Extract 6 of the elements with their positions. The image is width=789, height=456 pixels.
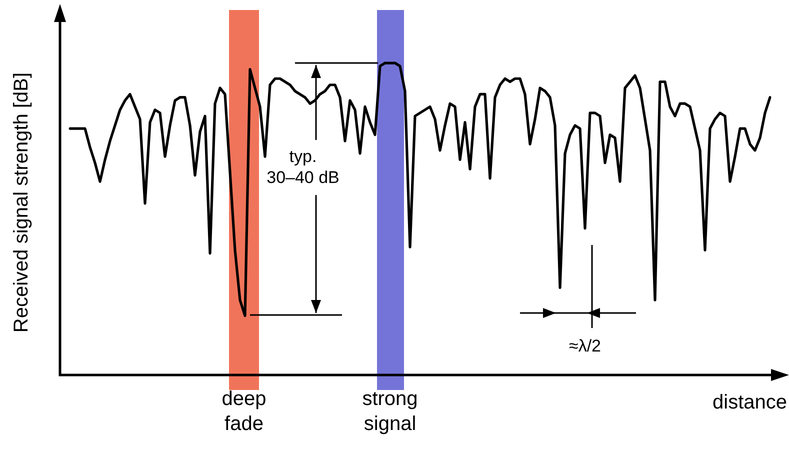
annotation: ≈λ/2: [568, 336, 602, 356]
annotation: typ. 30–40 dB: [266, 147, 340, 188]
y-axis-title: Received signal strength [dB]: [10, 72, 33, 333]
text: strong signal: [362, 388, 418, 436]
x-axis-title: distance: [712, 392, 787, 414]
text: deep fade: [222, 388, 266, 436]
